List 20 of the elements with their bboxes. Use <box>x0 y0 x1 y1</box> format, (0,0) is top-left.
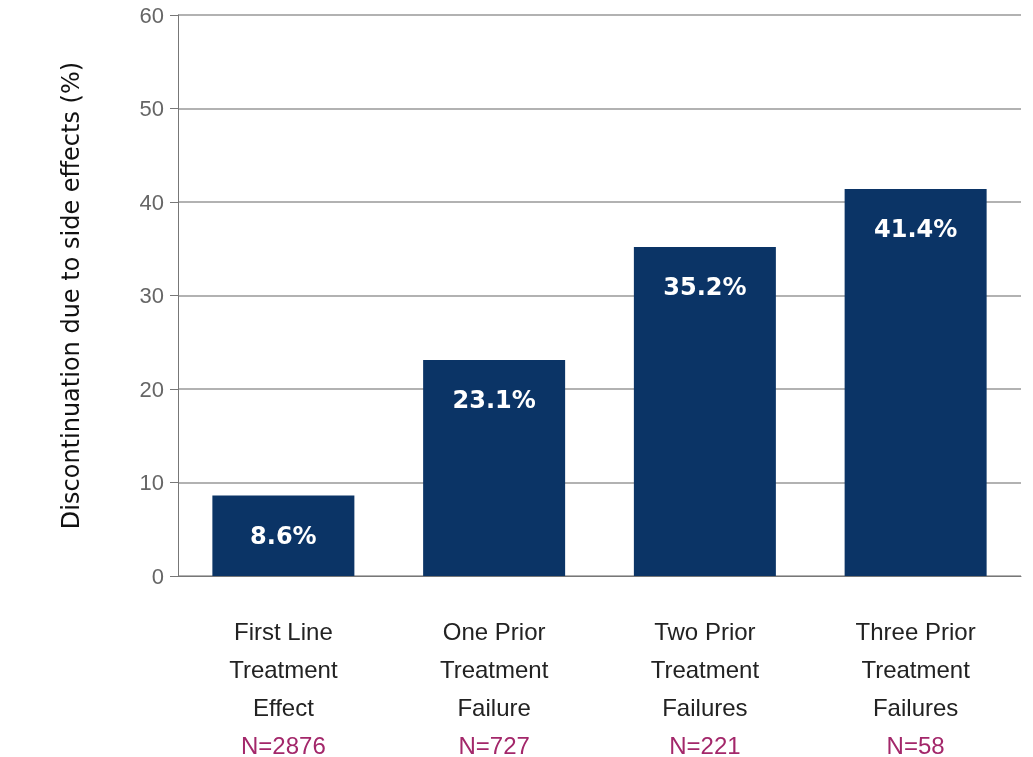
x-tick-label: First Line Treatment Effect N=2876 <box>229 617 338 757</box>
x-tick-label: Three Prior Treatment Failures N=58 <box>855 617 976 757</box>
data-label: 35.2% <box>663 272 747 301</box>
bar <box>844 188 987 576</box>
y-tick-label: 20 <box>139 376 164 402</box>
data-label: 41.4% <box>873 214 958 243</box>
y-tick-label: 30 <box>139 283 164 308</box>
x-tick-label: One Prior Treatment Failure N=727 <box>439 617 549 757</box>
bar <box>633 246 776 576</box>
x-tick-label: Two Prior Treatment Failures N=221 <box>650 617 760 757</box>
y-tick-label: 10 <box>139 470 164 495</box>
y-tick-label: 50 <box>139 96 164 121</box>
y-tick-label: 0 <box>151 563 164 589</box>
data-label: 8.6% <box>250 521 317 550</box>
y-tick-label: 60 <box>139 2 164 28</box>
y-axis-title: Discontinuation due to side effects (%) <box>57 61 85 530</box>
bar <box>423 360 566 576</box>
data-label: 23.1% <box>452 386 536 415</box>
bar <box>212 495 355 576</box>
y-tick-label: 40 <box>139 189 164 215</box>
